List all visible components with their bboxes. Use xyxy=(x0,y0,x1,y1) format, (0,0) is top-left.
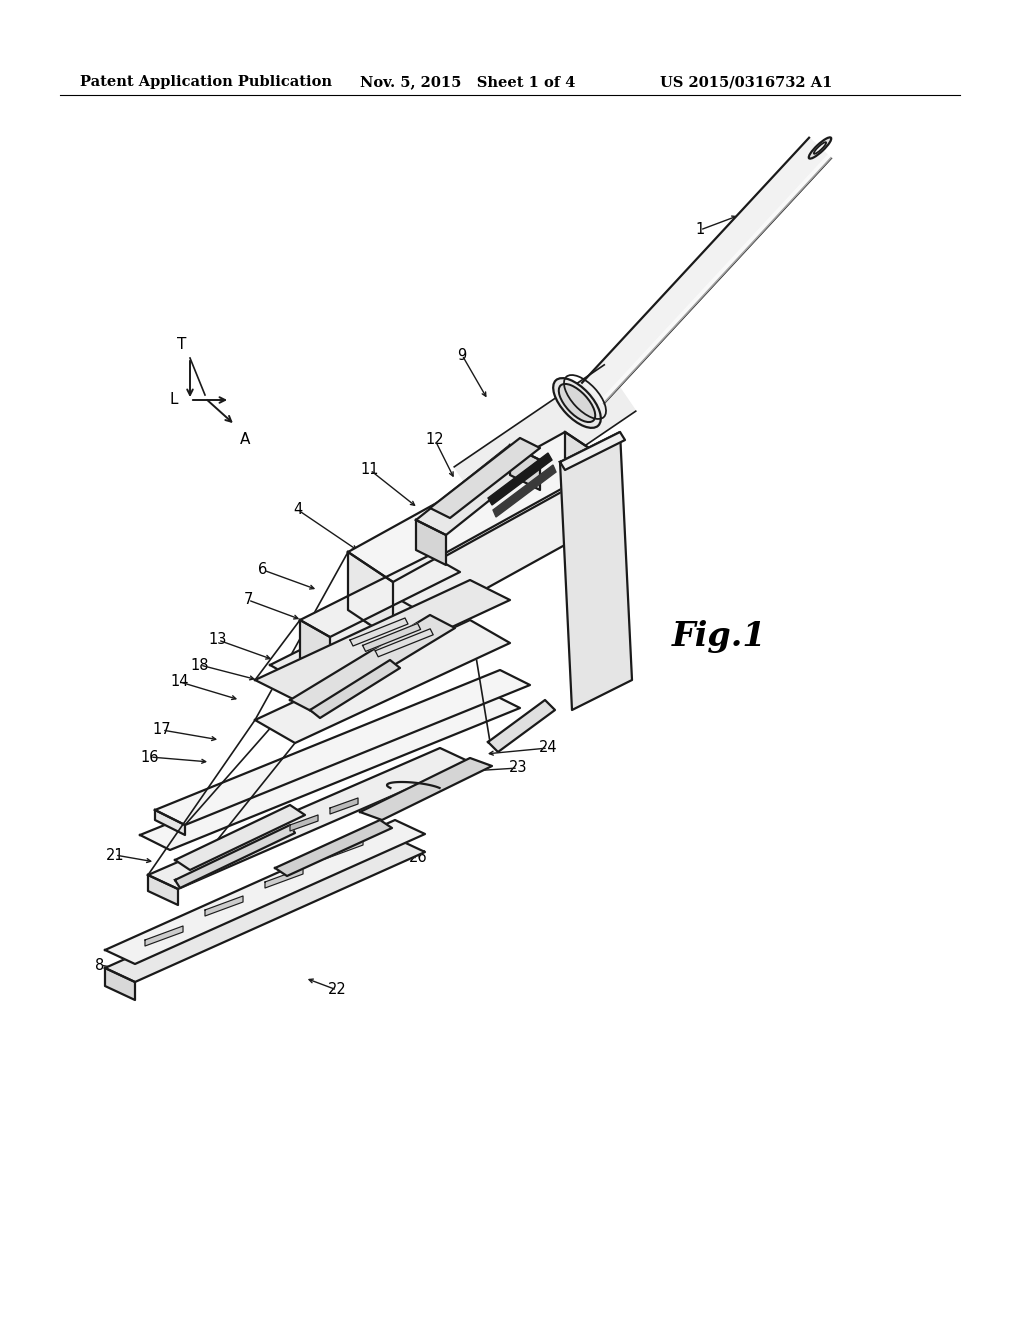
Text: 23: 23 xyxy=(509,760,527,776)
Text: US 2015/0316732 A1: US 2015/0316732 A1 xyxy=(660,75,833,88)
Polygon shape xyxy=(140,693,520,850)
Ellipse shape xyxy=(553,378,601,428)
Text: 26: 26 xyxy=(409,850,427,866)
Polygon shape xyxy=(105,820,425,964)
Polygon shape xyxy=(348,432,610,582)
Polygon shape xyxy=(265,869,303,888)
Text: 6: 6 xyxy=(258,562,267,578)
Text: 11: 11 xyxy=(360,462,379,478)
Text: 21: 21 xyxy=(105,847,124,862)
Text: 18: 18 xyxy=(190,657,209,672)
Text: 19: 19 xyxy=(591,612,609,627)
Text: 7: 7 xyxy=(244,593,253,607)
Polygon shape xyxy=(350,618,408,645)
Polygon shape xyxy=(205,896,243,916)
Polygon shape xyxy=(488,700,555,752)
Polygon shape xyxy=(300,620,330,675)
Polygon shape xyxy=(290,615,455,713)
Polygon shape xyxy=(375,628,433,657)
Ellipse shape xyxy=(814,143,826,154)
Ellipse shape xyxy=(809,137,831,158)
Polygon shape xyxy=(493,465,556,517)
Polygon shape xyxy=(310,660,400,718)
Text: 2: 2 xyxy=(621,363,630,378)
Polygon shape xyxy=(560,432,625,470)
Polygon shape xyxy=(565,432,610,520)
Text: 3: 3 xyxy=(613,408,623,422)
Polygon shape xyxy=(455,364,636,513)
Polygon shape xyxy=(105,968,135,1001)
Polygon shape xyxy=(348,552,393,640)
Polygon shape xyxy=(416,445,540,535)
Text: 17: 17 xyxy=(153,722,171,738)
Polygon shape xyxy=(582,137,830,404)
Polygon shape xyxy=(362,623,421,651)
Polygon shape xyxy=(325,840,362,859)
Polygon shape xyxy=(330,799,358,814)
Polygon shape xyxy=(148,748,470,888)
Text: 4: 4 xyxy=(293,503,303,517)
Text: 12: 12 xyxy=(426,433,444,447)
Polygon shape xyxy=(155,671,530,825)
Text: T: T xyxy=(177,337,186,352)
Polygon shape xyxy=(560,432,632,710)
Polygon shape xyxy=(416,520,446,565)
Text: 8: 8 xyxy=(95,957,104,973)
Text: 22: 22 xyxy=(328,982,346,998)
Polygon shape xyxy=(145,927,183,946)
Text: 16: 16 xyxy=(140,750,160,764)
Text: Patent Application Publication: Patent Application Publication xyxy=(80,75,332,88)
Polygon shape xyxy=(175,825,295,888)
Polygon shape xyxy=(360,758,492,820)
Ellipse shape xyxy=(559,384,595,422)
Text: A: A xyxy=(240,432,251,447)
Polygon shape xyxy=(300,554,460,638)
Polygon shape xyxy=(255,579,510,700)
Text: 14: 14 xyxy=(171,675,189,689)
Polygon shape xyxy=(510,445,540,490)
Polygon shape xyxy=(105,838,425,982)
Text: 13: 13 xyxy=(209,632,227,648)
Text: 9: 9 xyxy=(458,347,467,363)
Text: 1: 1 xyxy=(695,223,705,238)
Polygon shape xyxy=(255,620,510,743)
Polygon shape xyxy=(270,601,430,682)
Text: 24: 24 xyxy=(539,741,557,755)
Text: Nov. 5, 2015   Sheet 1 of 4: Nov. 5, 2015 Sheet 1 of 4 xyxy=(360,75,575,88)
Polygon shape xyxy=(290,814,318,832)
Polygon shape xyxy=(430,438,540,517)
Polygon shape xyxy=(155,810,185,836)
Polygon shape xyxy=(148,875,178,906)
Polygon shape xyxy=(175,805,305,870)
Polygon shape xyxy=(348,490,610,640)
Polygon shape xyxy=(275,820,392,876)
Text: Fig.1: Fig.1 xyxy=(672,620,767,653)
Polygon shape xyxy=(488,453,552,506)
Text: L: L xyxy=(170,392,178,408)
